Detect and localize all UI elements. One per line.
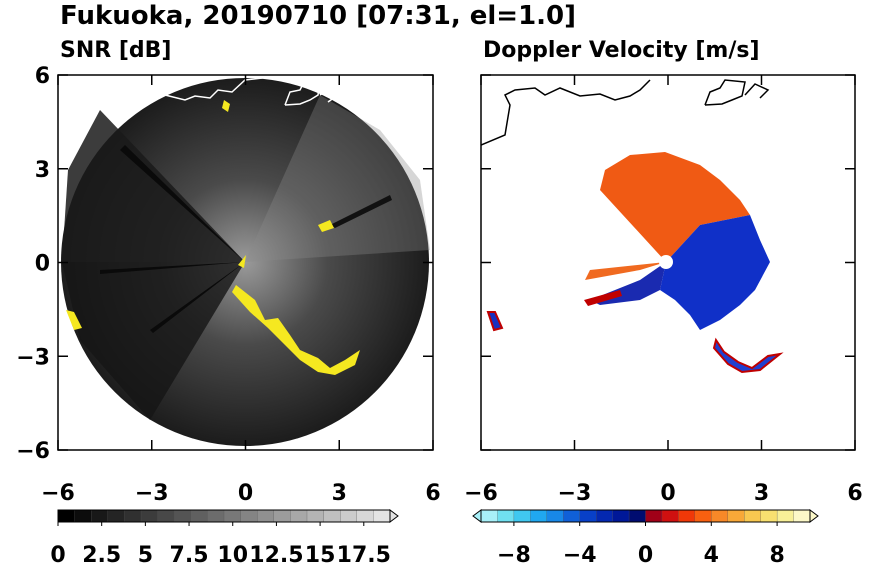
colorbar-cell: [207, 509, 225, 523]
x-tick-label: 6: [847, 481, 862, 506]
colorbar-cell: [711, 509, 729, 523]
colorbar-tick-label: 15: [305, 543, 336, 568]
y-tick-label: −6: [16, 439, 50, 464]
colorbar-tick-label: −8: [497, 543, 531, 568]
colorbar-arrow: [389, 509, 399, 523]
colorbar-tick-label: 8: [769, 543, 784, 568]
colorbar-cell: [174, 509, 192, 523]
colorbar-cell: [579, 509, 597, 523]
colorbar-cell: [373, 509, 391, 523]
velocity-image: [481, 79, 784, 374]
y-tick-label: 6: [35, 64, 50, 89]
x-tick-label: 0: [238, 481, 253, 506]
x-tick-label: −6: [41, 481, 75, 506]
colorbar-cell: [91, 509, 109, 523]
colorbar-cell: [678, 509, 696, 523]
x-tick-label: −6: [464, 481, 498, 506]
colorbar-cell: [57, 509, 76, 523]
colorbar-cell: [793, 509, 811, 523]
colorbar-tick-label: 10: [217, 543, 248, 568]
colorbar-tick-label: 17.5: [337, 543, 391, 568]
panel-subtitle: SNR [dB]: [60, 38, 171, 63]
colorbar-cell: [480, 509, 498, 523]
colorbar-cell: [694, 509, 712, 523]
colorbar-cell: [645, 509, 663, 523]
colorbar-tick-label: 7.5: [170, 543, 209, 568]
colorbar-cell: [140, 509, 159, 523]
colorbar-cell: [596, 509, 614, 523]
colorbar-tick-label: 5: [138, 543, 153, 568]
y-tick-label: −3: [16, 345, 50, 370]
colorbar-cell: [223, 509, 242, 523]
colorbar-cell: [107, 509, 125, 523]
colorbar-cell: [530, 509, 548, 523]
x-tick-label: 6: [425, 481, 440, 506]
colorbar-cell: [744, 509, 762, 523]
colorbar-cell: [612, 509, 630, 523]
colorbar-tick-label: 0: [50, 543, 65, 568]
colorbar-cell: [661, 509, 679, 523]
colorbar-cell: [273, 509, 291, 523]
x-tick-label: 3: [332, 481, 347, 506]
colorbar-cell: [290, 509, 308, 523]
colorbar-cell: [776, 509, 794, 523]
y-tick-label: 3: [35, 158, 50, 183]
colorbar-cell: [157, 509, 175, 523]
snr-image: [61, 75, 430, 446]
x-tick-label: −3: [135, 481, 169, 506]
y-tick-label: 0: [35, 252, 50, 277]
colorbar-tick-label: −4: [563, 543, 597, 568]
colorbar-arrow: [472, 509, 482, 523]
colorbar-tick-label: 4: [704, 543, 719, 568]
colorbar-arrow: [809, 509, 819, 523]
figure-title: Fukuoka, 20190710 [07:31, el=1.0]: [60, 1, 576, 31]
colorbar-cell: [546, 509, 564, 523]
colorbar-cell: [340, 509, 358, 523]
colorbar-cell: [257, 509, 275, 523]
colorbar-cell: [513, 509, 531, 523]
colorbar-tick-label: 2.5: [82, 543, 121, 568]
colorbar-cell: [563, 509, 581, 523]
colorbar-cell: [497, 509, 515, 523]
x-tick-label: 0: [660, 481, 675, 506]
colorbar-cell: [628, 509, 646, 523]
colorbar-cell: [760, 509, 778, 523]
colorbar-cell: [323, 509, 341, 523]
x-tick-label: 3: [754, 481, 769, 506]
x-tick-label: −3: [558, 481, 592, 506]
colorbar-cell: [356, 509, 374, 523]
colorbar-cell: [124, 509, 142, 523]
colorbar-cell: [240, 509, 258, 523]
colorbar-cell: [74, 509, 92, 523]
colorbar-cell: [306, 509, 325, 523]
colorbar-frame: [57, 509, 391, 523]
colorbar-cell: [727, 509, 745, 523]
colorbar-tick-label: 12.5: [249, 543, 303, 568]
panel-subtitle: Doppler Velocity [m/s]: [483, 38, 760, 63]
colorbar-tick-label: 0: [638, 543, 653, 568]
colorbar-cell: [190, 509, 208, 523]
